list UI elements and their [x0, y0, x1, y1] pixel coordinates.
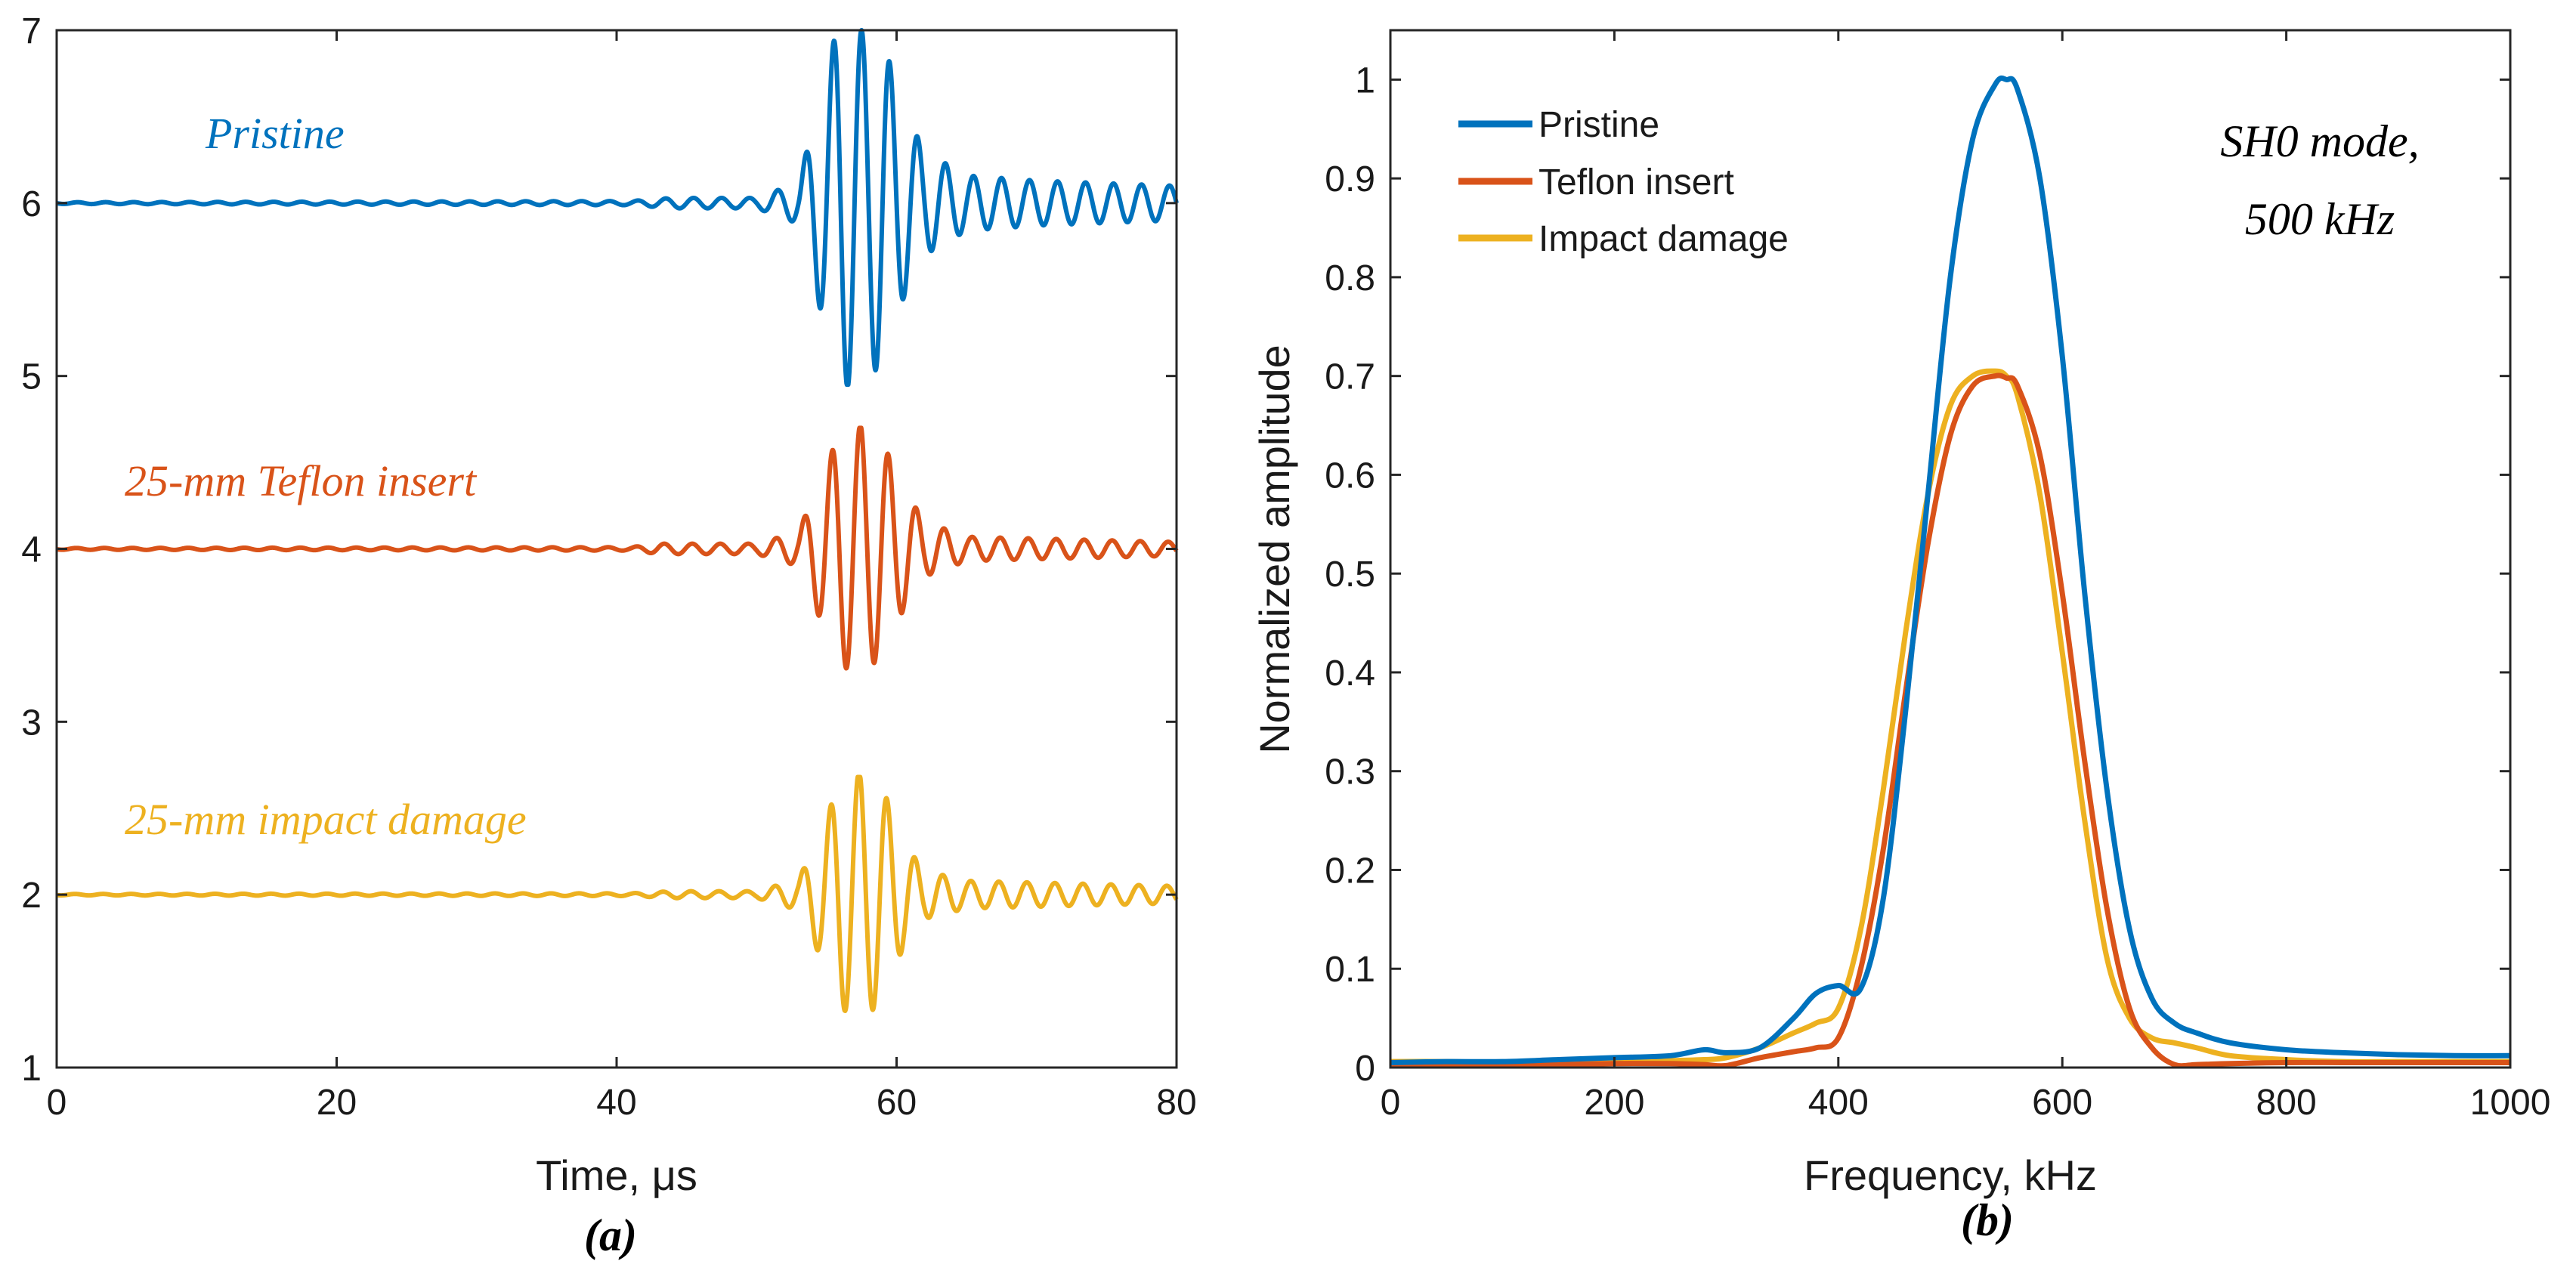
series-label-pristine: Pristine [205, 109, 345, 158]
legend-label-pristine: Pristine [1538, 105, 1659, 145]
panel-b-axes-box [1389, 29, 2512, 1069]
panel-a-time-signals: 0 20 40 60 80 1 2 3 4 5 6 7 Pristine 25-mm Teflon i… [21, 11, 1196, 1260]
panel-b-x-tick-label: 600 [2032, 1083, 2092, 1123]
panel-b-y-tick-label: 0.6 [1325, 456, 1375, 496]
spectrum-line-teflon-insert [1390, 372, 2510, 1069]
panel-b-y-tick-label: 0.4 [1325, 654, 1375, 694]
signal-line-25-mm-teflon-insert [54, 425, 1179, 671]
annotation-mode: SH0 mode, [2220, 116, 2419, 166]
panel-a-y-tick-label: 1 [21, 1049, 42, 1089]
panel-a-y-tick-label: 3 [21, 703, 42, 743]
legend-label-impact-damage: Impact damage [1538, 219, 1789, 259]
panel-a-x-tick-label: 60 [877, 1083, 917, 1123]
panel-b-y-axis-label: Normalized amplitude [1251, 345, 1298, 754]
panel-a-x-tick-label: 20 [317, 1083, 357, 1123]
panel-a-y-tick-label: 5 [21, 357, 42, 397]
panel-a-ticks: 0 20 40 60 80 1 2 3 4 5 6 7 [21, 11, 1196, 1123]
panel-b-y-tick-label: 0.7 [1325, 357, 1375, 397]
panel-b-y-tick-label: 0.5 [1325, 555, 1375, 595]
panel-b-x-tick-label: 800 [2256, 1083, 2317, 1123]
series-label-teflon-insert: 25-mm Teflon insert [125, 456, 478, 505]
panel-b-y-tick-label: 0.8 [1325, 258, 1375, 298]
legend-label-teflon-insert: Teflon insert [1538, 162, 1734, 202]
panel-b-y-tick-label: 1 [1355, 60, 1375, 100]
spectrum-line-impact-damage [1390, 368, 2510, 1066]
panel-a-y-tick-label: 7 [21, 11, 42, 51]
series-label-impact-damage: 25-mm impact damage [125, 795, 527, 844]
panel-b-y-tick-label: 0.9 [1325, 159, 1375, 199]
panel-b-x-tick-label: 1000 [2470, 1083, 2551, 1123]
panel-b-y-tick-label: 0 [1355, 1049, 1375, 1089]
panel-b-y-tick-label: 0.3 [1325, 752, 1375, 793]
panel-a-x-axis-label: Time, μs [536, 1151, 697, 1199]
panel-b-caption: (b) [1961, 1195, 2014, 1245]
panel-a-caption: (a) [584, 1210, 637, 1260]
panel-a-y-tick-label: 2 [21, 876, 42, 916]
signal-line-25-mm-impact-damage [54, 774, 1179, 1013]
annotation-frequency: 500 kHz [2245, 194, 2395, 244]
panel-a-x-tick-label: 80 [1156, 1083, 1196, 1123]
panel-b-x-tick-label: 200 [1584, 1083, 1644, 1123]
panel-b-y-tick-label: 0.2 [1325, 851, 1375, 891]
panel-b-x-tick-label: 400 [1808, 1083, 1869, 1123]
panel-b-x-tick-label: 0 [1381, 1083, 1401, 1123]
panel-a-y-tick-label: 6 [21, 184, 42, 224]
panel-b-series-group [1390, 75, 2511, 1069]
panel-b-legend: Pristine Teflon insert Impact damage [1458, 105, 1789, 259]
panel-a-series-group [54, 28, 1179, 1013]
panel-b-x-axis-label: Frequency, kHz [1804, 1151, 2097, 1199]
signal-line-pristine [54, 28, 1179, 388]
panel-b-y-tick-label: 0.1 [1325, 950, 1375, 990]
panel-a-y-tick-label: 4 [21, 530, 42, 570]
panel-b-spectrum: 0 200 400 600 800 1000 0 0.1 0.2 0.3 0.4 0.5 0.6 0.7 0… [1251, 29, 2550, 1245]
panel-a-x-tick-label: 0 [47, 1083, 67, 1123]
panel-a-x-tick-label: 40 [596, 1083, 636, 1123]
panel-b-ticks: 0 200 400 600 800 1000 0 0.1 0.2 0.3 0.4 0.5 0.6 0.7 0… [1325, 30, 2550, 1123]
spectrum-line-pristine [1390, 75, 2511, 1065]
